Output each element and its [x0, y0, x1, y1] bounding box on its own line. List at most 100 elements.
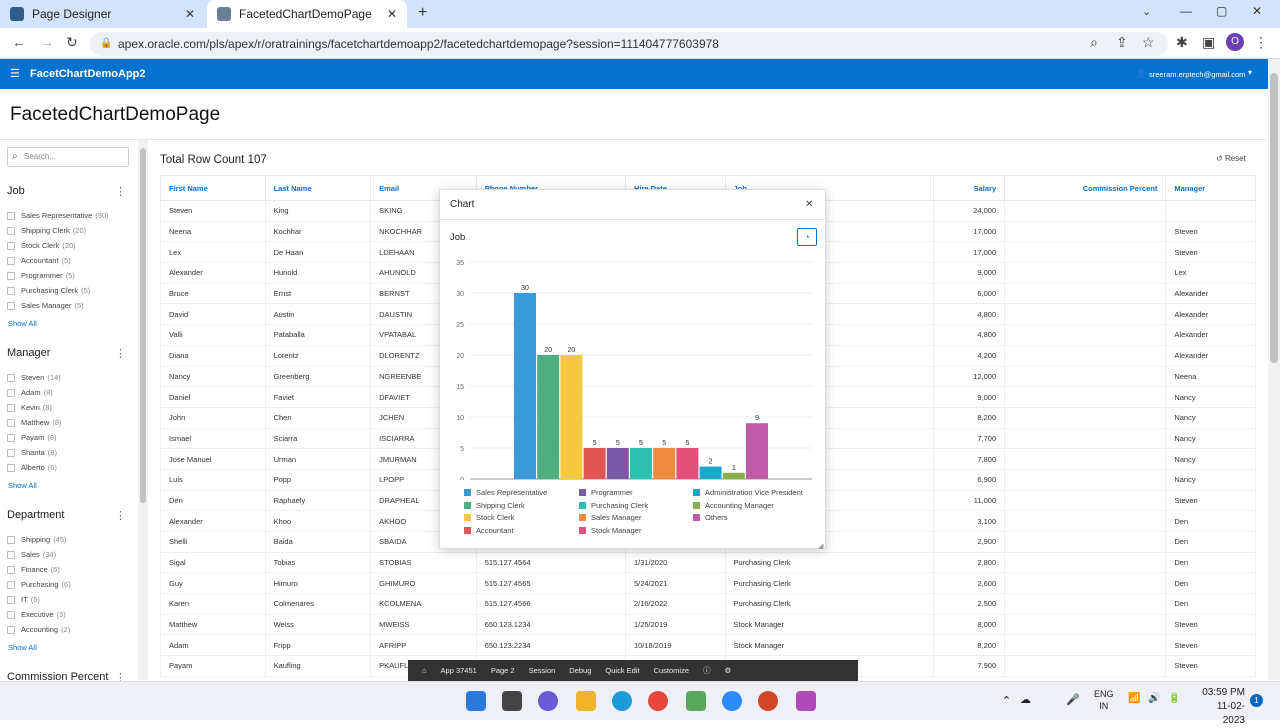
star-icon[interactable]: ☆: [1142, 34, 1155, 50]
table-row[interactable]: Guy Himuro GHIMURO 515.127.4565 5/24/2021 Pur…: [160, 572, 1256, 595]
sidepanel-icon[interactable]: ▣: [1202, 34, 1216, 50]
zoom-icon[interactable]: ⌕: [1090, 34, 1098, 50]
facet-checkbox-item[interactable]: Sales (34): [7, 550, 56, 559]
table-row[interactable]: Adam Fripp AFRIPP 650.123.2234 10/18/2019 Sto…: [160, 634, 1256, 657]
legend-item[interactable]: Accountant: [464, 526, 514, 535]
bar[interactable]: [630, 448, 652, 479]
checkbox[interactable]: [7, 211, 15, 220]
legend-item[interactable]: Administration Vice President: [693, 488, 803, 497]
facet-search-input[interactable]: ⌕ Search...: [7, 147, 129, 167]
new-tab-icon[interactable]: +: [418, 4, 428, 21]
legend-item[interactable]: Stock Clerk: [464, 513, 514, 522]
powerpoint-icon[interactable]: [758, 691, 778, 711]
edge-icon[interactable]: [612, 691, 632, 711]
facet-checkbox-item[interactable]: Sales Representative (30): [7, 211, 109, 220]
tab-faceted-chart-demo[interactable]: FacetedChartDemoPage ✕: [207, 0, 407, 28]
kebab-menu-icon[interactable]: ⋮: [115, 672, 126, 684]
legend-item[interactable]: Accounting Manager: [693, 501, 774, 510]
checkbox[interactable]: [7, 373, 15, 382]
show-all-link[interactable]: Show All: [8, 319, 37, 328]
legend-item[interactable]: Stock Manager: [579, 526, 641, 535]
devbar-customize[interactable]: Customize: [653, 666, 690, 675]
column-header[interactable]: Last Name: [264, 175, 372, 201]
checkbox[interactable]: [7, 286, 15, 295]
facet-checkbox-item[interactable]: Sales Manager (5): [7, 301, 84, 310]
battery-icon[interactable]: 🔋: [1168, 693, 1181, 704]
checkbox[interactable]: [7, 625, 15, 634]
reload-icon[interactable]: ↻: [66, 34, 78, 50]
url-field[interactable]: 🔒 apex.oracle.com/pls/apex/r/oratraining…: [90, 32, 1168, 56]
close-icon[interactable]: ✕: [184, 7, 195, 21]
checkbox[interactable]: [7, 301, 15, 310]
kebab-menu-icon[interactable]: ⋮: [115, 186, 126, 198]
profile-avatar[interactable]: O: [1226, 33, 1244, 51]
bar[interactable]: [699, 466, 722, 479]
hamburger-icon[interactable]: ☰: [10, 68, 20, 80]
facet-checkbox-item[interactable]: Shipping Clerk (20): [7, 226, 86, 235]
chevron-down-icon[interactable]: ▾: [1248, 68, 1253, 77]
notification-badge[interactable]: 1: [1250, 694, 1263, 707]
home-icon[interactable]: ⌂: [422, 666, 427, 675]
back-icon[interactable]: ←: [12, 34, 26, 50]
gear-icon[interactable]: ⚙: [724, 666, 732, 675]
zoom-app-icon[interactable]: [722, 691, 742, 711]
chevron-up-icon[interactable]: ⌃: [1002, 695, 1012, 707]
user-menu[interactable]: sreeram.erptech@gmail.com: [1149, 70, 1246, 79]
close-icon[interactable]: ✕: [386, 7, 397, 21]
app-icon[interactable]: [686, 691, 706, 711]
legend-item[interactable]: Purchasing Clerk: [579, 501, 648, 510]
file-explorer-icon[interactable]: [576, 691, 596, 711]
facet-checkbox-item[interactable]: Matthew (8): [7, 418, 62, 427]
windows-start-icon[interactable]: [466, 691, 486, 711]
cloud-icon[interactable]: ☁: [1020, 694, 1031, 706]
language-indicator[interactable]: ENG IN: [1094, 688, 1114, 712]
checkbox[interactable]: [7, 448, 15, 457]
table-row[interactable]: Karen Colmenares KCOLMENA 515.127.4566 2/16/…: [160, 593, 1256, 615]
bar[interactable]: [537, 355, 560, 479]
bar[interactable]: [606, 448, 629, 479]
facet-checkbox-item[interactable]: Steven (14): [7, 373, 61, 382]
legend-item[interactable]: Others: [693, 513, 728, 522]
checkbox[interactable]: [7, 226, 15, 235]
resize-handle-icon[interactable]: ◢: [818, 543, 824, 550]
facet-checkbox-item[interactable]: Accounting (2): [7, 625, 70, 634]
facet-checkbox-item[interactable]: IT (5): [7, 595, 40, 604]
bar[interactable]: [583, 448, 606, 479]
facet-checkbox-item[interactable]: Payam (8): [7, 433, 57, 442]
column-header[interactable]: Commission Percent: [1004, 175, 1167, 201]
checkbox[interactable]: [7, 595, 15, 604]
bar[interactable]: [746, 423, 768, 479]
table-row[interactable]: Sigal Tobias STOBIAS 515.127.4564 1/31/2020 P…: [160, 551, 1256, 574]
facet-checkbox-item[interactable]: Adam (8): [7, 388, 53, 397]
window-close-icon[interactable]: ✕: [1252, 4, 1263, 18]
scroll-thumb[interactable]: [1270, 73, 1278, 363]
info-icon[interactable]: ⓘ: [703, 666, 711, 675]
legend-item[interactable]: Shipping Clerk: [464, 501, 525, 510]
forward-icon[interactable]: →: [40, 34, 54, 50]
kebab-menu-icon[interactable]: ⋮: [115, 510, 126, 522]
maximize-icon[interactable]: ▢: [1216, 4, 1228, 18]
share-icon[interactable]: ⇪: [1116, 34, 1128, 50]
column-header[interactable]: Manager: [1165, 175, 1256, 201]
facet-checkbox-item[interactable]: Finance (6): [7, 565, 60, 574]
devbar-debug[interactable]: Debug: [569, 666, 592, 675]
facet-checkbox-item[interactable]: Shipping (45): [7, 535, 67, 544]
extensions-icon[interactable]: ✱: [1176, 34, 1188, 50]
facet-checkbox-item[interactable]: Kevin (8): [7, 403, 52, 412]
facet-checkbox-item[interactable]: Stock Clerk (20): [7, 241, 76, 250]
snipping-icon[interactable]: [796, 691, 816, 711]
devbar-app[interactable]: App 37451: [440, 666, 477, 675]
column-header[interactable]: First Name: [160, 175, 266, 201]
checkbox[interactable]: [7, 535, 15, 544]
devbar-session[interactable]: Session: [528, 666, 556, 675]
checkbox[interactable]: [7, 565, 15, 574]
show-all-link[interactable]: Show All: [8, 643, 37, 652]
legend-item[interactable]: Programmer: [579, 488, 633, 497]
table-row[interactable]: Matthew Weiss MWEISS 650.123.1234 1/25/2019 S…: [160, 613, 1256, 636]
chrome-icon[interactable]: [648, 691, 668, 711]
kebab-menu-icon[interactable]: ⋮: [115, 348, 126, 360]
facet-checkbox-item[interactable]: Alberto (6): [7, 463, 57, 472]
task-view-icon[interactable]: [502, 691, 522, 711]
sidebar-scroll-thumb[interactable]: [140, 148, 146, 503]
facet-checkbox-item[interactable]: Shanta (8): [7, 448, 57, 457]
